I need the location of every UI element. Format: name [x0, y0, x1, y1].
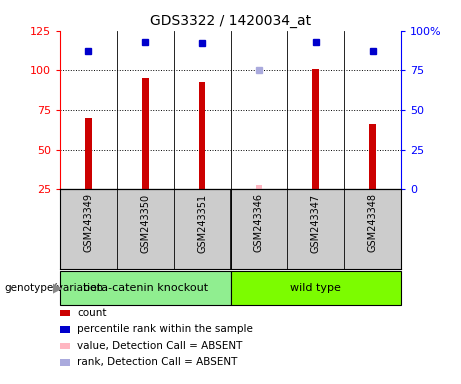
- Text: GSM243348: GSM243348: [367, 194, 378, 252]
- Text: GSM243349: GSM243349: [83, 194, 94, 252]
- Text: GSM243346: GSM243346: [254, 194, 264, 252]
- Bar: [142, 78, 148, 189]
- Text: value, Detection Call = ABSENT: value, Detection Call = ABSENT: [77, 341, 243, 351]
- Text: genotype/variation: genotype/variation: [5, 283, 104, 293]
- Text: count: count: [77, 308, 107, 318]
- Bar: [313, 69, 319, 189]
- Text: beta-catenin knockout: beta-catenin knockout: [83, 283, 208, 293]
- Text: percentile rank within the sample: percentile rank within the sample: [77, 324, 254, 334]
- Text: rank, Detection Call = ABSENT: rank, Detection Call = ABSENT: [77, 358, 238, 367]
- Text: GSM243347: GSM243347: [311, 194, 321, 253]
- Bar: [199, 81, 206, 189]
- Text: GSM243350: GSM243350: [140, 194, 150, 253]
- Text: ▶: ▶: [53, 281, 62, 295]
- Bar: [85, 118, 92, 189]
- Bar: [369, 124, 376, 189]
- Title: GDS3322 / 1420034_at: GDS3322 / 1420034_at: [150, 14, 311, 28]
- Text: wild type: wild type: [290, 283, 341, 293]
- Bar: [255, 185, 262, 189]
- Text: GSM243351: GSM243351: [197, 194, 207, 253]
